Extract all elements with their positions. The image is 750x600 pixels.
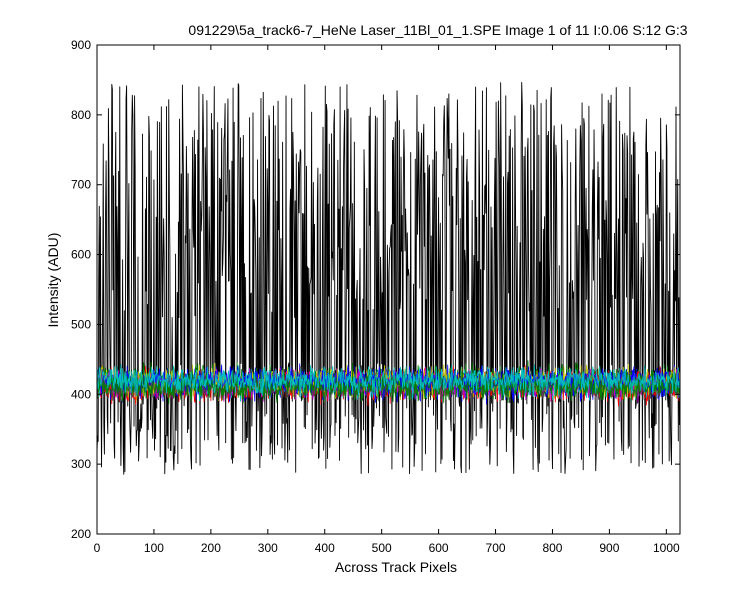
y-tick-label: 900 [71,38,91,52]
y-tick-label: 600 [71,248,91,262]
y-tick-label: 700 [71,178,91,192]
y-tick-label: 500 [71,317,91,331]
x-tick-label: 700 [486,541,506,555]
series-line-0 [97,81,680,475]
x-tick-label: 900 [599,541,619,555]
plot-area [97,45,680,534]
series-line-10 [97,363,680,399]
x-tick-label: 300 [258,541,278,555]
x-tick-label: 600 [429,541,449,555]
x-tick-label: 200 [201,541,221,555]
y-axis-ticks: 200 300 400 500 600 700 800 900 [71,38,680,541]
x-axis-ticks: 0 100 200 300 400 500 600 700 800 900 1000 [94,45,680,555]
y-tick-label: 200 [71,527,91,541]
chart-title: 091229\5a_track6-7_HeNe Laser_11Bl_01_1.… [188,22,687,38]
x-tick-label: 400 [315,541,335,555]
x-tick-label: 1000 [653,541,680,555]
x-tick-label: 800 [542,541,562,555]
plot-frame [96,44,681,535]
y-axis-label: Intensity (ADU) [45,233,61,328]
x-axis-label: Across Track Pixels [335,559,457,575]
x-tick-label: 500 [372,541,392,555]
x-tick-label: 100 [144,541,164,555]
x-tick-label: 0 [94,541,101,555]
series-layer [97,81,680,475]
y-tick-label: 300 [71,457,91,471]
y-tick-label: 800 [71,108,91,122]
y-tick-label: 400 [71,387,91,401]
